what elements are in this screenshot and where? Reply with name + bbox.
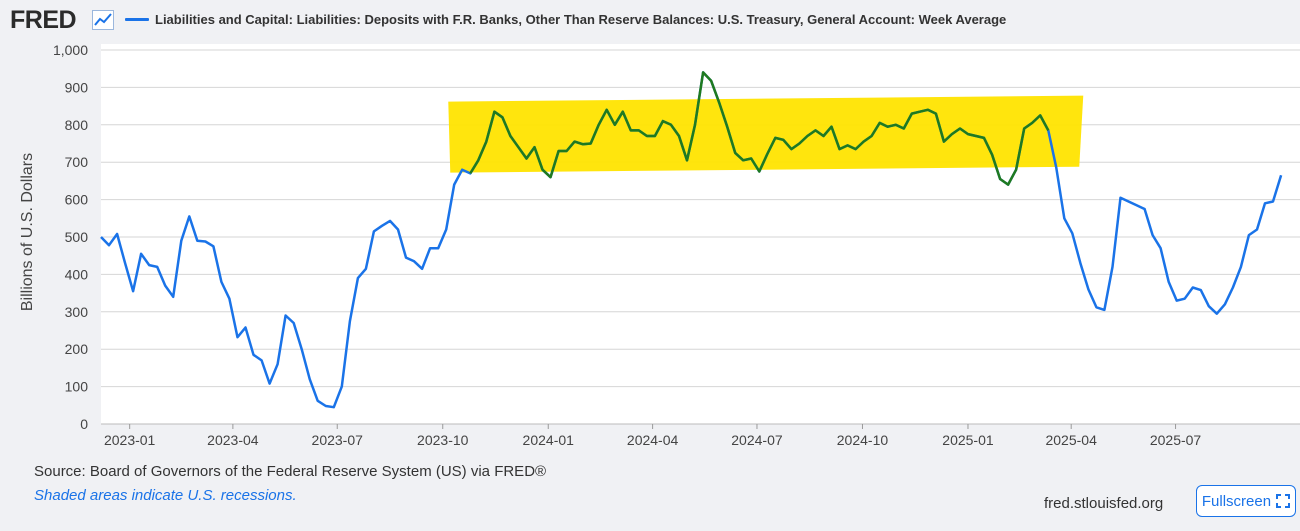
x-tick-label: 2025-01 [942,432,994,448]
y-tick-label: 700 [65,154,89,170]
y-tick-label: 100 [65,379,89,395]
legend-swatch [125,18,149,21]
x-tick-label: 2024-01 [523,432,575,448]
y-tick-label: 0 [80,416,88,432]
y-tick-label: 900 [65,79,89,95]
fullscreen-label: Fullscreen [1201,492,1272,510]
chart: 0 100 200 300 400 500 600 700 800 900 1,000 2023-01… [53,42,1300,448]
x-tick-label: 2025-07 [1150,432,1202,448]
series-line-highlighted [469,71,1050,186]
x-tick-label: 2024-10 [837,432,889,448]
y-tick-label: 500 [65,229,89,245]
y-tick-label: 200 [65,341,89,357]
highlight-box [448,95,1084,173]
x-tick-label: 2023-01 [104,432,156,448]
x-tick-label: 2024-07 [731,432,783,448]
y-tick-label: 400 [65,266,89,282]
x-tick-label: 2025-04 [1045,432,1097,448]
y-tick-label: 300 [65,304,89,320]
x-tick-label: 2023-07 [312,432,364,448]
chart-header: FRED Liabilities and Capital: Liabilitie… [0,0,1300,40]
y-tick-label: 600 [65,192,89,208]
y-tick-label: 800 [65,117,89,133]
x-tick-label: 2023-04 [207,432,259,448]
fullscreen-button[interactable]: Fullscreen [1196,485,1296,517]
site-url[interactable]: fred.stlouisfed.org [1044,495,1164,512]
x-tick-label: 2024-04 [627,432,679,448]
line-chart-icon [92,10,114,30]
recession-note[interactable]: Shaded areas indicate U.S. recessions. [34,487,297,504]
fred-logo[interactable]: FRED [10,6,77,34]
y-tick-label: 1,000 [53,42,88,58]
legend-label: Liabilities and Capital: Liabilities: De… [155,12,1007,27]
expand-icon [1276,494,1291,508]
source-text: Source: Board of Governors of the Federa… [34,463,547,480]
x-tick-label: 2023-10 [417,432,469,448]
legend[interactable]: Liabilities and Capital: Liabilities: De… [125,12,1006,27]
